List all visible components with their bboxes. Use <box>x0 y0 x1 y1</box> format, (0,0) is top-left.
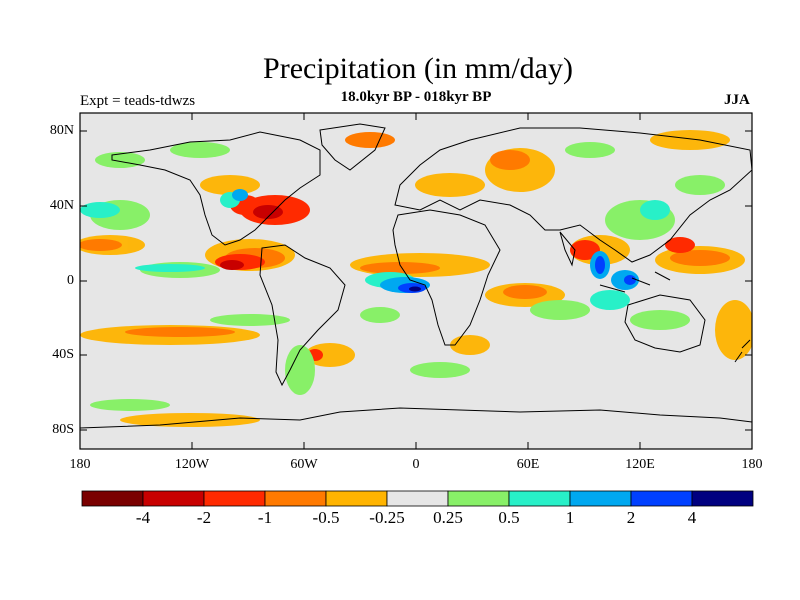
lat-tick-label: 80S <box>52 422 74 437</box>
colorbar-label: 0.5 <box>498 508 520 527</box>
lat-tick-label: 40N <box>49 198 74 213</box>
coastlines <box>80 123 752 429</box>
experiment-label: Expt = teads-tdwzs <box>80 93 196 109</box>
lon-tick-label: 180 <box>69 457 91 472</box>
map-subtitle: 18.0kyr BP - 018kyr BP <box>340 89 492 105</box>
colorbar-swatch <box>203 490 266 507</box>
colorbar-label: -0.5 <box>312 508 340 527</box>
colorbar-swatch <box>264 490 327 507</box>
colorbar-label: 0.25 <box>433 508 463 527</box>
lon-tick-label: 120W <box>174 457 210 472</box>
lon-tick-label: 60W <box>290 457 318 472</box>
colorbar-swatch <box>81 490 144 507</box>
colorbar-swatch <box>386 490 449 507</box>
lat-tick-label: 40S <box>52 347 74 362</box>
colorbar-swatch <box>447 490 510 507</box>
precip-anomaly-field <box>80 123 752 429</box>
lon-tick-label: 0 <box>412 457 420 472</box>
lat-tick-label: 80N <box>49 123 74 138</box>
colorbar-label: 2 <box>626 508 636 527</box>
colorbar-label: -0.25 <box>369 508 405 527</box>
lon-tick-label: 180 <box>741 457 763 472</box>
colorbar-label: -4 <box>135 508 151 527</box>
colorbar-swatch <box>630 490 693 507</box>
colorbar-label: 4 <box>687 508 697 527</box>
colorbar-label: -1 <box>257 508 273 527</box>
lat-tick-label: 0 <box>67 273 74 288</box>
colorbar-swatch <box>569 490 632 507</box>
map-title: Precipitation (in mm/day) <box>263 52 573 85</box>
season-label: JJA <box>724 92 750 108</box>
lon-tick-label: 120E <box>625 457 655 472</box>
colorbar <box>81 490 754 507</box>
lon-tick-label: 60E <box>516 457 540 472</box>
colorbar-label: -2 <box>196 508 212 527</box>
colorbar-swatch <box>691 490 754 507</box>
axis-ticks <box>79 113 753 449</box>
colorbar-swatch <box>325 490 388 507</box>
colorbar-label: 1 <box>565 508 575 527</box>
colorbar-swatch <box>508 490 571 507</box>
colorbar-swatch <box>142 490 205 507</box>
